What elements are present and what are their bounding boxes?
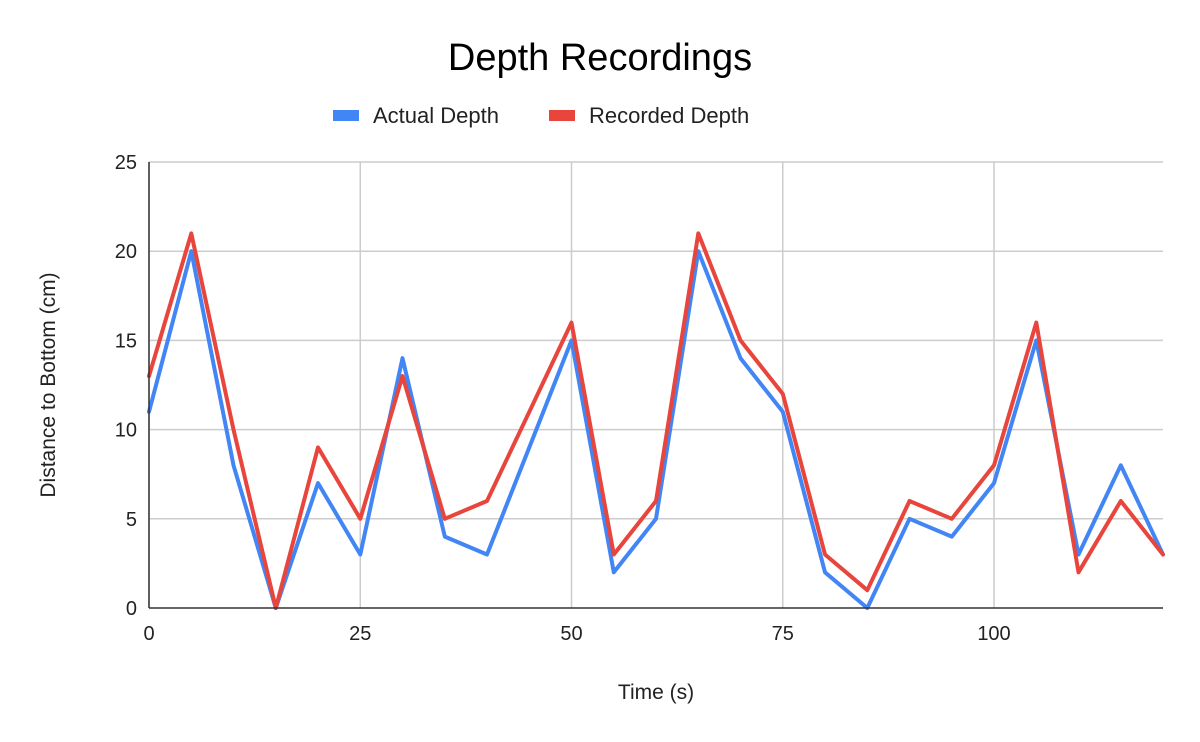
grid [148, 161, 1163, 608]
legend-swatch-actual-depth [333, 110, 359, 121]
y-tick-label: 20 [115, 241, 137, 263]
y-tick-label: 15 [115, 330, 137, 352]
axes [148, 162, 1163, 609]
series-lines [147, 231, 1165, 610]
legend-label-actual-depth: Actual Depth [373, 103, 499, 128]
y-tick-labels: 0 5 10 15 20 25 [115, 152, 137, 620]
x-tick-label: 25 [349, 623, 371, 645]
x-tick-labels: 0 25 50 75 100 [143, 623, 1010, 645]
legend: Actual Depth Recorded Depth [333, 103, 749, 128]
chart-title: Depth Recordings [448, 37, 752, 79]
x-tick-label: 75 [772, 623, 794, 645]
y-tick-label: 25 [115, 152, 137, 174]
series-line-recorded-depth [147, 231, 1165, 610]
legend-swatch-recorded-depth [549, 110, 575, 121]
x-tick-label: 0 [143, 623, 154, 645]
series-line-actual-depth [147, 249, 1165, 610]
x-tick-label: 100 [977, 623, 1010, 645]
legend-label-recorded-depth: Recorded Depth [589, 103, 749, 128]
x-axis-title: Time (s) [618, 681, 694, 704]
y-tick-label: 0 [126, 598, 137, 620]
y-tick-label: 10 [115, 420, 137, 442]
y-tick-label: 5 [126, 509, 137, 531]
y-axis-title: Distance to Bottom (cm) [37, 272, 60, 497]
x-tick-label: 50 [560, 623, 582, 645]
